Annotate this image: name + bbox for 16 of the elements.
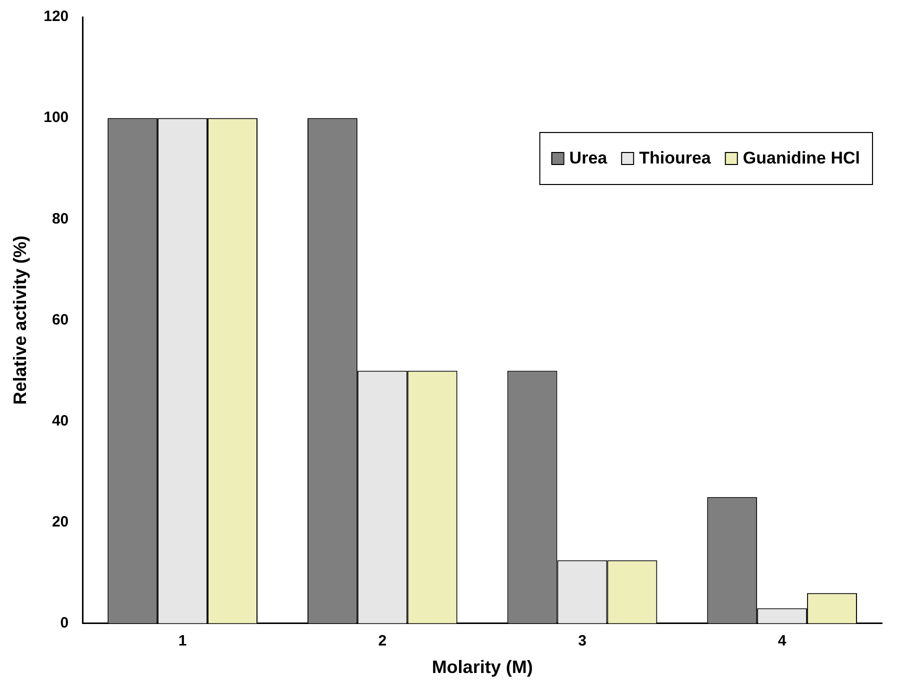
y-axis-title: Relative activity (%): [10, 236, 30, 405]
y-tick-label: 100: [44, 109, 69, 126]
y-tick-label: 20: [52, 513, 69, 530]
legend-label: Thiourea: [639, 148, 712, 168]
y-tick-label: 40: [52, 412, 69, 430]
y-tick-label: 0: [60, 614, 69, 632]
x-tick-label: 2: [378, 632, 387, 650]
x-tick-label: 1: [178, 632, 187, 650]
x-axis-title: Molarity (M): [432, 657, 533, 678]
legend-label: Urea: [569, 148, 608, 168]
x-tick-label: 3: [578, 632, 586, 650]
legend-label: Guanidine HCl: [742, 148, 860, 168]
y-tick-label: 120: [44, 8, 69, 26]
x-tick-label: 4: [778, 632, 787, 650]
y-tick-label: 80: [52, 210, 69, 228]
y-tick-label: 60: [52, 311, 69, 328]
